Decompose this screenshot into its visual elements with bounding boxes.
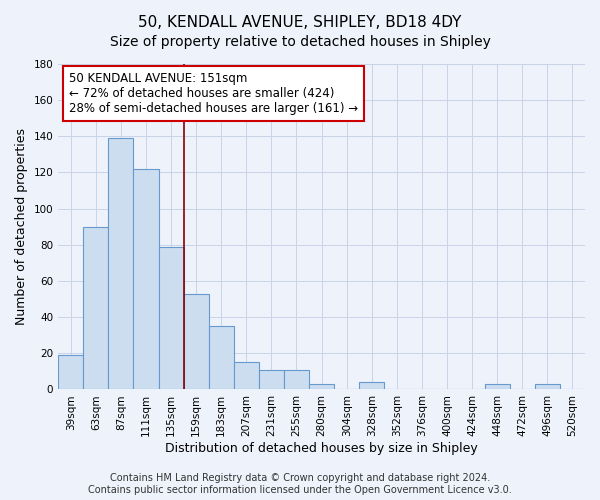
Bar	[158, 246, 184, 390]
Bar	[83, 226, 109, 390]
X-axis label: Distribution of detached houses by size in Shipley: Distribution of detached houses by size …	[165, 442, 478, 455]
Text: 50 KENDALL AVENUE: 151sqm
← 72% of detached houses are smaller (424)
28% of semi: 50 KENDALL AVENUE: 151sqm ← 72% of detac…	[69, 72, 358, 115]
Bar	[58, 355, 83, 390]
Bar	[109, 138, 133, 390]
Bar	[184, 294, 209, 390]
Text: Contains HM Land Registry data © Crown copyright and database right 2024.
Contai: Contains HM Land Registry data © Crown c…	[88, 474, 512, 495]
Bar	[535, 384, 560, 390]
Bar	[309, 384, 334, 390]
Bar	[234, 362, 259, 390]
Text: 50, KENDALL AVENUE, SHIPLEY, BD18 4DY: 50, KENDALL AVENUE, SHIPLEY, BD18 4DY	[139, 15, 461, 30]
Y-axis label: Number of detached properties: Number of detached properties	[15, 128, 28, 325]
Bar	[284, 370, 309, 390]
Bar	[359, 382, 385, 390]
Bar	[209, 326, 234, 390]
Text: Size of property relative to detached houses in Shipley: Size of property relative to detached ho…	[110, 35, 490, 49]
Bar	[485, 384, 510, 390]
Bar	[133, 169, 158, 390]
Bar	[259, 370, 284, 390]
